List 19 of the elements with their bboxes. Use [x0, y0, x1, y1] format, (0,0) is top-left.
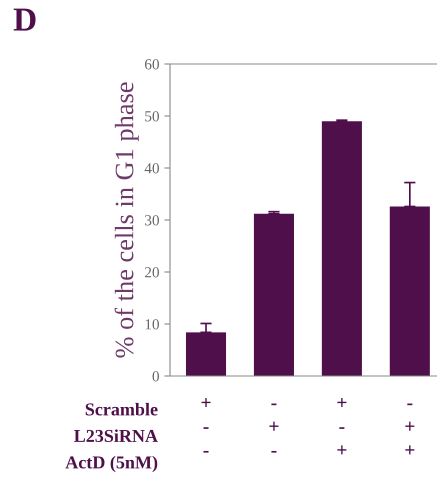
x-tick-label: - + + [405, 404, 414, 454]
bar [390, 206, 430, 376]
y-tick-label: 60 [144, 59, 159, 70]
text: Scramble [86, 402, 158, 416]
text: ActD (5nM) [65, 456, 158, 472]
y-tick-label: 30 [145, 215, 159, 226]
y-tick-label: 0 [152, 371, 159, 382]
x-tick-label: + - + [337, 398, 346, 454]
x-tick-label: - + - [269, 404, 278, 453]
chart-title: D [14, 8, 36, 31]
y-axis-title: % of the cells in G1 phase [114, 82, 139, 358]
y-tick-label: 20 [144, 267, 159, 278]
y-tick-label: 50 [145, 111, 159, 122]
text: L23SiRNA [74, 429, 158, 442]
y-tick-label: 40 [144, 163, 159, 174]
bar [322, 121, 362, 376]
x-tick-label: + - - [201, 398, 211, 453]
bar [254, 214, 294, 376]
y-tick-label: 10 [146, 319, 159, 330]
